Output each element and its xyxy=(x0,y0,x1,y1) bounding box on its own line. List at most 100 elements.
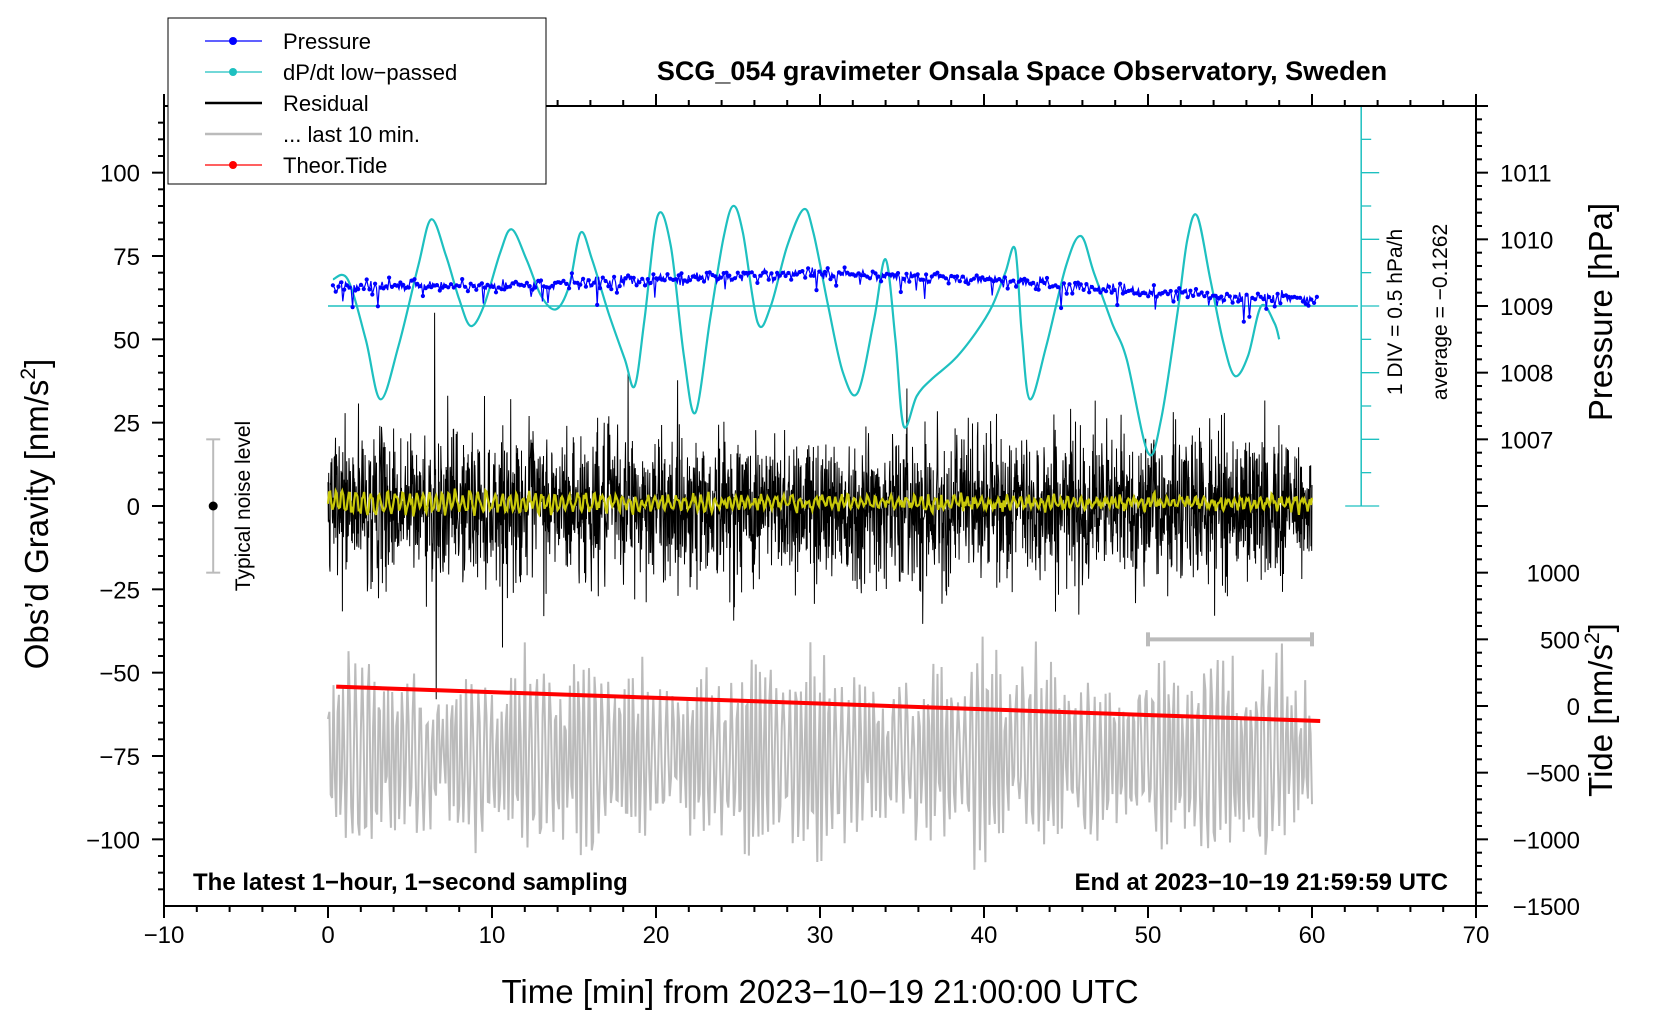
pressure-point xyxy=(1208,296,1213,301)
pressure-point xyxy=(1185,295,1190,300)
pressure-point xyxy=(772,276,777,281)
pressure-tick-label: 1011 xyxy=(1500,161,1552,188)
legend-label: dP/dt low−passed xyxy=(283,60,457,85)
pressure-point xyxy=(468,281,473,286)
pressure-point xyxy=(783,273,788,279)
last-10-min-line xyxy=(327,636,1313,870)
pressure-tick-label: 1009 xyxy=(1500,294,1553,321)
y-tick-label: 25 xyxy=(113,411,140,438)
pressure-point xyxy=(493,290,499,295)
pressure-point xyxy=(724,270,729,275)
pressure-point xyxy=(1078,282,1083,287)
legend: Pressure dP/dt low−passed Residual ... last… xyxy=(167,17,547,185)
x-tick-label: −10 xyxy=(144,922,185,949)
pressure-point xyxy=(665,272,670,277)
pressure-point xyxy=(1163,289,1168,294)
pressure-tick-label: 1008 xyxy=(1500,361,1553,388)
pressure-point xyxy=(811,273,816,278)
pressure-point xyxy=(1089,284,1095,290)
pressure-point xyxy=(780,270,785,275)
pressure-point xyxy=(370,292,375,297)
pressure-point xyxy=(749,270,754,275)
pressure-point xyxy=(735,270,740,275)
pressure-point xyxy=(597,286,603,291)
pressure-point xyxy=(1267,295,1272,300)
pressure-point xyxy=(727,273,732,278)
legend-marker xyxy=(229,68,237,76)
x-tick-label: 0 xyxy=(321,922,334,949)
pressure-point xyxy=(502,287,507,292)
pressure-point xyxy=(1115,302,1120,308)
pressure-point xyxy=(755,280,760,285)
pressure-point xyxy=(803,275,808,280)
pressure-point xyxy=(1196,292,1201,297)
pressure-point xyxy=(662,278,667,283)
pressure-point xyxy=(693,275,698,280)
pressure-point xyxy=(1154,294,1159,299)
legend-marker xyxy=(229,161,237,169)
pressure-point xyxy=(1309,297,1314,302)
pressure-point xyxy=(482,285,487,290)
y-axis-left-label: Obs’d Gravity [nm/s2] xyxy=(17,359,55,670)
pressure-point xyxy=(336,284,341,289)
pressure-point xyxy=(600,275,605,280)
pressure-point xyxy=(1227,294,1232,299)
pressure-point xyxy=(957,279,963,284)
pressure-point xyxy=(842,265,847,270)
pressure-point xyxy=(586,278,591,283)
y-tick-label: 0 xyxy=(127,494,140,521)
pressure-point xyxy=(1081,287,1086,292)
bottom-left-text: The latest 1−hour, 1−second sampling xyxy=(193,869,628,896)
y-tick-label: −100 xyxy=(86,827,140,854)
pressure-point xyxy=(926,279,932,284)
dpdt-line xyxy=(332,204,1281,457)
pressure-point xyxy=(1275,291,1280,296)
pressure-point xyxy=(474,287,479,292)
pressure-point xyxy=(1244,292,1249,297)
pressure-point xyxy=(420,293,425,299)
pressure-point xyxy=(1168,288,1173,294)
pressure-point xyxy=(817,269,822,274)
y-tick-label: −50 xyxy=(99,661,140,688)
pressure-point xyxy=(1044,275,1050,281)
pressure-point xyxy=(589,283,594,288)
pressure-point xyxy=(924,272,929,277)
pressure-point xyxy=(1143,291,1148,296)
average-label: average = −0.1262 xyxy=(1429,224,1452,400)
x-tick-label: 30 xyxy=(807,922,834,949)
noise-label: Typical noise level xyxy=(232,421,255,591)
pressure-point xyxy=(699,275,704,280)
pressure-point xyxy=(1188,288,1193,293)
pressure-point xyxy=(642,283,648,288)
pressure-point xyxy=(929,274,934,279)
pressure-point xyxy=(775,270,780,275)
pressure-point xyxy=(375,304,380,309)
residual-smoothed-series xyxy=(326,487,1314,518)
pressure-point xyxy=(1118,281,1123,286)
pressure-point xyxy=(446,285,451,290)
pressure-point xyxy=(789,277,794,282)
pressure-point xyxy=(623,276,628,281)
pressure-point xyxy=(752,273,757,278)
pressure-point xyxy=(1098,290,1103,295)
pressure-point xyxy=(1042,280,1047,285)
pressure-point xyxy=(465,289,470,294)
pressure-point xyxy=(1300,299,1305,304)
pressure-point xyxy=(806,266,811,271)
pressure-point xyxy=(384,284,389,289)
pressure-point xyxy=(828,277,833,282)
pressure-point xyxy=(1253,297,1258,302)
pressure-point xyxy=(1269,298,1274,304)
pressure-point xyxy=(339,280,344,285)
y-axis-left: 100 75 50 25 0 −25 −50 −75 −100 xyxy=(86,121,164,891)
pressure-point xyxy=(999,279,1005,284)
theoretical-tide-series xyxy=(336,684,1321,723)
pressure-point xyxy=(915,272,920,277)
pressure-point xyxy=(1056,285,1061,290)
pressure-tick-label: 1007 xyxy=(1500,427,1553,454)
pressure-point xyxy=(1112,287,1117,293)
y-axis-right-pressure-label: Pressure [hPa] xyxy=(1582,203,1619,421)
pressure-point xyxy=(839,271,844,276)
pressure-point xyxy=(687,278,693,283)
pressure-point xyxy=(1272,304,1277,309)
